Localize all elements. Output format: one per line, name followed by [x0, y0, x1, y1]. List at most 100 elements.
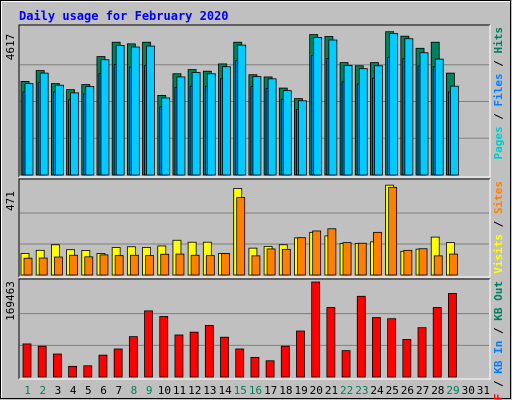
bar-sites-day-8	[129, 254, 139, 276]
bar-pages-day-26	[404, 38, 414, 176]
y-max-label: 169463	[4, 281, 17, 321]
bar-sites-day-27	[418, 248, 428, 276]
bar-sites-day-18	[281, 248, 291, 276]
bar-sites-day-19	[297, 237, 306, 276]
bar-kb-f-day-5	[83, 365, 93, 378]
legend-entry: KB Out	[492, 281, 505, 321]
bar-kb-f-day-27	[417, 327, 427, 378]
bar-kb-f-day-9	[144, 310, 153, 378]
bar-pages-day-4	[70, 92, 79, 176]
bar-pages-day-27	[419, 52, 429, 176]
bar-pages-day-7	[115, 45, 125, 176]
x-tick-label: 21	[325, 384, 338, 397]
bar-sites-day-16	[251, 255, 261, 276]
bar-sites-day-23	[357, 242, 367, 276]
bar-pages-day-13	[206, 73, 216, 176]
x-tick-label: 4	[70, 384, 77, 397]
legend-entry: KB F	[492, 394, 505, 400]
bar-sites-day-22	[342, 242, 352, 276]
bar-sites-day-7	[114, 255, 124, 276]
bar-kb-f-day-4	[68, 365, 77, 378]
x-tick-label: 22	[340, 384, 353, 397]
x-tick-label: 16	[249, 384, 262, 397]
bar-pages-day-9	[146, 45, 155, 176]
bar-kb-f-day-17	[265, 360, 275, 378]
x-tick-label: 14	[218, 384, 232, 397]
y-max-label: 4617	[4, 34, 17, 61]
x-tick-label: 15	[234, 384, 247, 397]
legend-entry: Pages	[492, 126, 505, 159]
bar-pages-day-18	[282, 90, 292, 176]
x-tick-label: 6	[100, 384, 107, 397]
bar-kb-f-day-15	[235, 348, 245, 378]
x-tick-label: 5	[85, 384, 92, 397]
bar-kb-f-day-22	[341, 350, 351, 378]
bar-sites-day-29	[449, 253, 458, 276]
bar-sites-day-15	[236, 197, 246, 276]
bar-pages-day-15	[237, 44, 247, 176]
bar-kb-f-day-19	[296, 330, 305, 378]
legend-entry: /	[492, 214, 505, 234]
bar-kb-f-day-18	[280, 345, 290, 378]
bar-sites-day-25	[388, 186, 398, 276]
x-tick-label: 18	[279, 384, 292, 397]
x-tick-label: 8	[131, 384, 138, 397]
legend-entry: /	[492, 374, 505, 394]
plot-border	[19, 25, 491, 178]
x-tick-label: 20	[310, 384, 323, 397]
chart-panel: 4617 Pages / Files / Hits	[4, 24, 505, 178]
plot-border	[18, 278, 490, 379]
bar-pages-day-28	[434, 58, 444, 176]
bar-sites-day-9	[145, 255, 154, 276]
x-tick-label: 7	[115, 384, 122, 397]
bar-pages-day-22	[343, 65, 353, 176]
bar-pages-day-6	[100, 59, 110, 176]
bar-sites-day-2	[38, 257, 48, 276]
bar-kb-f-day-3	[52, 353, 62, 378]
x-tick-label: 26	[401, 384, 414, 397]
bar-pages-day-2	[39, 72, 49, 176]
bar-pages-day-5	[85, 86, 95, 176]
bar-pages-day-14	[222, 66, 231, 176]
bar-kb-f-day-7	[113, 348, 123, 378]
y-max-label: 471	[4, 191, 17, 211]
bar-kb-f-day-2	[37, 345, 47, 378]
bar-sites-day-5	[84, 256, 94, 276]
bar-sites-day-10	[160, 253, 170, 276]
bar-sites-day-14	[221, 253, 230, 276]
x-tick-label: 10	[158, 384, 171, 397]
x-tick-label: 19	[294, 384, 307, 397]
bar-sites-day-6	[99, 254, 109, 276]
bar-sites-day-13	[205, 255, 215, 276]
legend-entry: Files	[492, 73, 505, 106]
chart-panel: 169463KB F / KB In / KB Out	[4, 278, 505, 400]
bar-sites-day-1	[23, 257, 33, 276]
bar-sites-day-3	[53, 256, 63, 276]
bar-kb-f-day-23	[356, 295, 366, 378]
bar-pages-day-1	[24, 83, 34, 176]
plot-border	[19, 279, 491, 380]
x-tick-label: 29	[446, 384, 459, 397]
legend: Visits / Sites	[492, 181, 505, 274]
x-tick-label: 30	[462, 384, 475, 397]
chart-title: Daily usage for February 2020	[19, 9, 229, 23]
x-axis-labels: 1 2 3 4 5 6 7 8 9 10 11 12 13 14 15 16 17 18 19 20 21 22 23 24 2…	[24, 384, 490, 397]
legend-entry: Visits	[492, 234, 505, 274]
bar-kb-f-day-8	[128, 336, 138, 378]
legend-entry: /	[492, 54, 505, 74]
x-tick-label: 24	[370, 384, 384, 397]
bar-pages-day-24	[374, 65, 383, 176]
bar-pages-day-23	[358, 68, 368, 176]
bar-kb-f-day-28	[432, 307, 442, 378]
bar-kb-f-day-1	[22, 343, 32, 378]
bar-kb-f-day-29	[448, 293, 457, 378]
bar-kb-f-day-14	[220, 336, 229, 378]
bar-pages-day-12	[191, 72, 201, 176]
legend-entry: /	[492, 321, 505, 341]
bar-pages-day-16	[252, 76, 262, 176]
bar-sites-day-11	[175, 253, 185, 276]
bar-sites-day-24	[373, 231, 382, 276]
bar-kb-f-day-10	[159, 316, 169, 378]
